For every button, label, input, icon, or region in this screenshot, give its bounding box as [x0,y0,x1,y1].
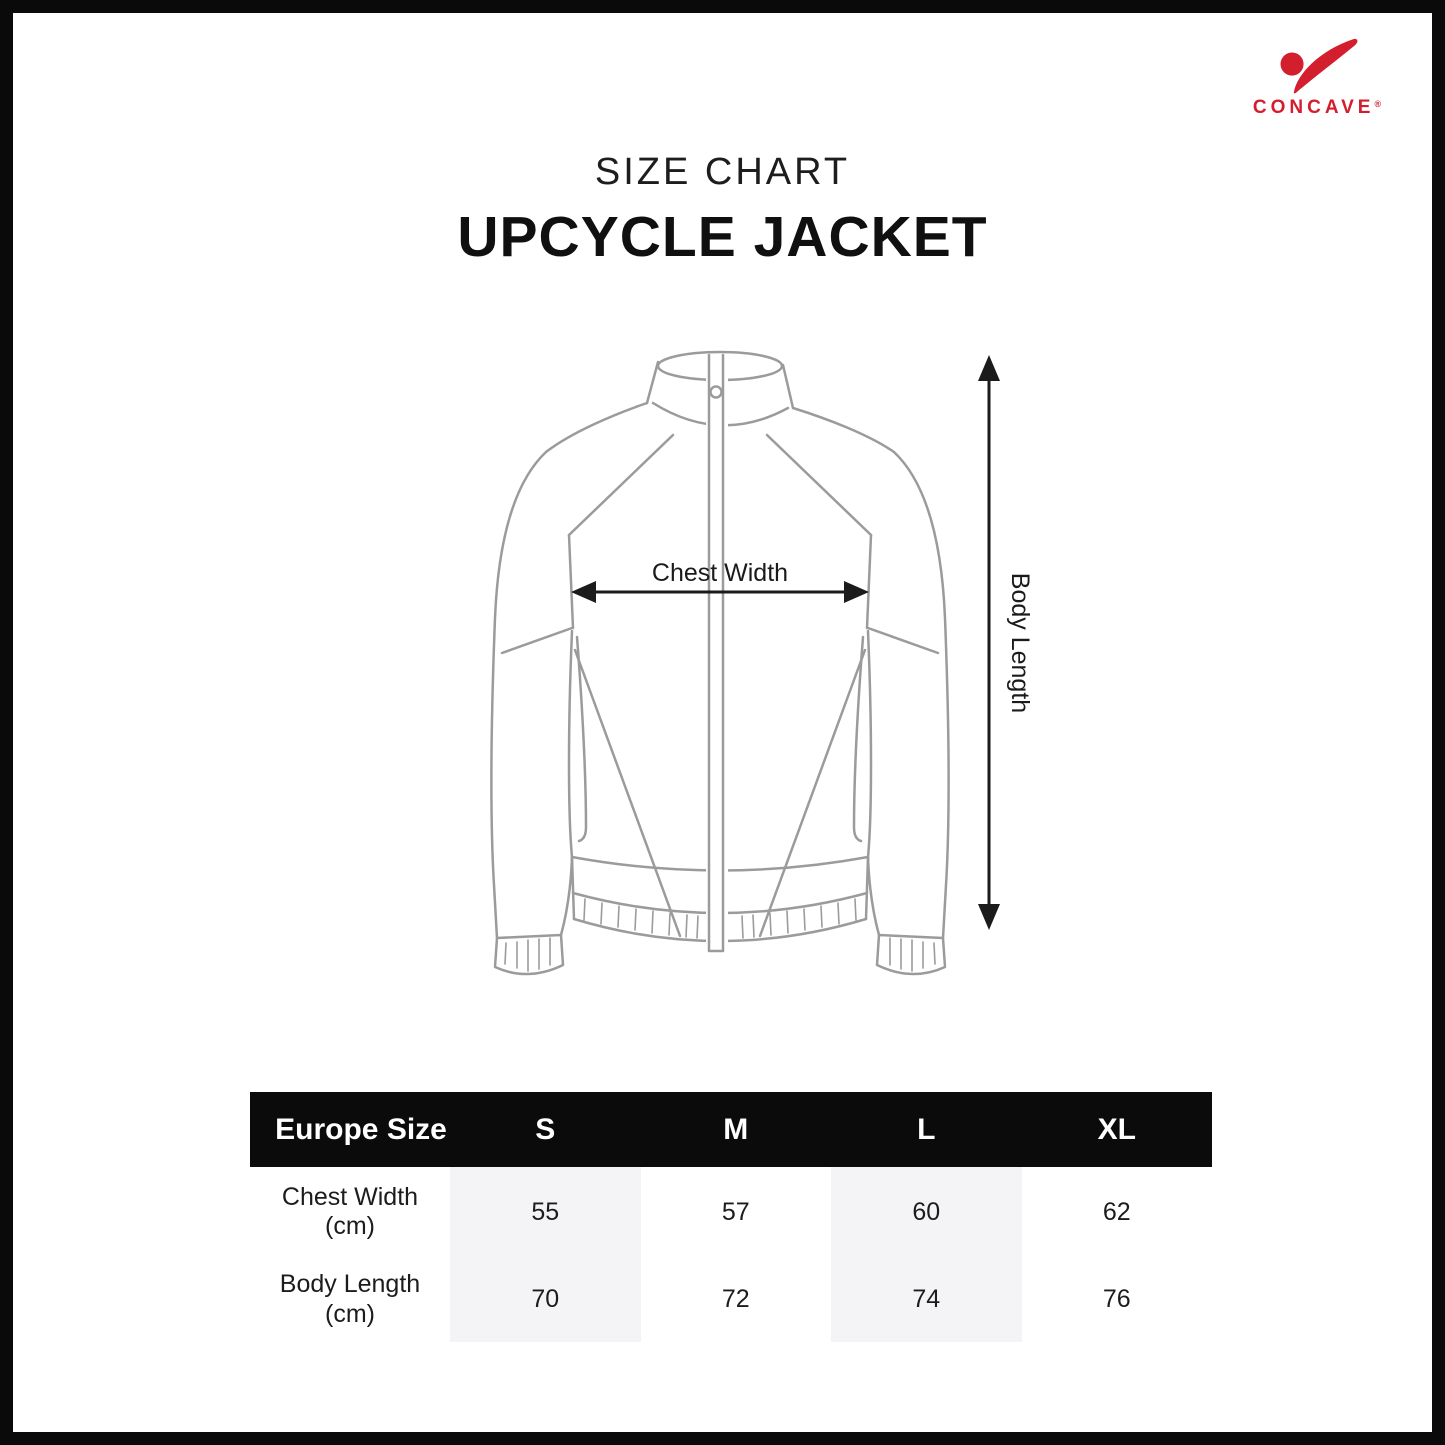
page-title: UPCYCLE JACKET [457,204,988,269]
chest-width-arrow [571,581,869,603]
value-text: 76 [1102,1285,1131,1313]
column-header-l: L [917,1112,936,1146]
title-block: SIZE CHART UPCYCLE JACKET [0,151,1445,269]
cell-body-length-m: 72 [641,1257,832,1342]
value-text: 55 [531,1197,560,1226]
cell-body-length-s: 70 [450,1257,641,1342]
cell-chest-width-l: 60 [831,1167,1022,1257]
cell-body-length-xl: 76 [1022,1257,1213,1342]
value-text: 72 [721,1285,750,1313]
row-label: Chest Width [281,1182,419,1211]
registered-trademark-symbol: ® [1374,99,1382,109]
cell-chest-width-m: 57 [641,1167,832,1257]
column-header-m: M [723,1112,749,1146]
brand-wordmark: CONCAVE® [1232,98,1402,117]
zipper-pull-icon [709,385,723,399]
row-unit: (cm) [325,1212,375,1240]
table-row-body-length: Body Length (cm) 70 72 74 76 [250,1257,1212,1342]
value-text: 70 [531,1285,560,1313]
cell-chest-width-s: 55 [450,1167,641,1257]
jacket-zipper [706,353,728,953]
page-subtitle: SIZE CHART [594,151,851,193]
table-row-chest-width: Chest Width (cm) 55 57 60 62 [250,1167,1212,1257]
value-text: 62 [1102,1197,1131,1226]
cell-chest-width-xl: 62 [1022,1167,1213,1257]
column-header-europe-size: Europe Size [275,1112,447,1146]
row-label: Body Length [279,1270,421,1298]
value-text: 74 [912,1285,941,1313]
value-text: 60 [912,1197,941,1226]
cell-body-length-l: 74 [831,1257,1022,1342]
brand-logo: CONCAVE® [1232,36,1402,117]
column-header-s: S [535,1112,556,1146]
concave-swoosh-icon [1280,38,1358,94]
chest-width-label: Chest Width [652,559,788,587]
row-unit: (cm) [325,1299,375,1328]
jacket-diagram: Chest Width Body Length [490,350,1034,976]
size-table-header-row: Europe Size S M L XL [250,1092,1212,1167]
body-length-arrow [978,355,1000,930]
row-header-body-length: Body Length (cm) [250,1257,450,1342]
body-length-label: Body Length [1006,573,1034,713]
column-header-xl: XL [1097,1112,1136,1146]
brand-name-text: CONCAVE [1252,97,1375,118]
row-header-chest-width: Chest Width (cm) [250,1167,450,1257]
value-text: 57 [721,1197,750,1226]
size-table: Europe Size S M L XL Chest Width (cm) 55… [250,1092,1212,1342]
